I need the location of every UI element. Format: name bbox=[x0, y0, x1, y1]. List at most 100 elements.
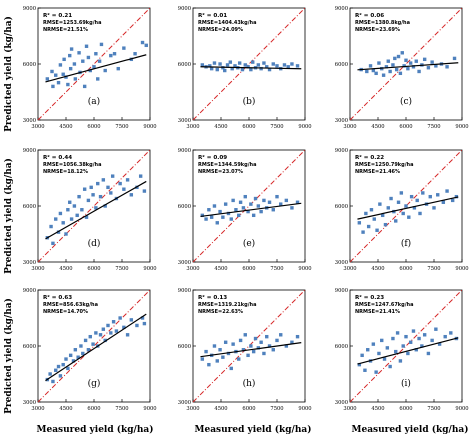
data-point bbox=[106, 185, 110, 190]
data-point bbox=[267, 344, 272, 348]
data-point bbox=[225, 63, 230, 67]
data-point bbox=[218, 348, 222, 352]
data-point bbox=[223, 340, 228, 344]
data-point bbox=[238, 338, 243, 343]
data-point bbox=[58, 63, 63, 67]
x-tick-label: 6000 bbox=[399, 266, 412, 272]
panel-label: (a) bbox=[88, 96, 100, 107]
x-tick-label: 9000 bbox=[143, 124, 156, 130]
data-point bbox=[86, 55, 91, 60]
data-point bbox=[228, 60, 233, 64]
data-point bbox=[56, 364, 61, 369]
data-point bbox=[88, 68, 92, 73]
data-point bbox=[378, 202, 382, 206]
data-point bbox=[218, 62, 222, 66]
y-tick-label: 3000 bbox=[178, 400, 191, 406]
regression-line bbox=[200, 66, 302, 70]
data-point bbox=[68, 66, 73, 71]
data-point bbox=[275, 194, 279, 199]
y-tick-label: 3000 bbox=[23, 260, 36, 266]
x-tick-label: 3000 bbox=[186, 124, 199, 130]
data-point bbox=[243, 333, 247, 337]
panel-label: (d) bbox=[88, 238, 101, 249]
y-axis-label-row-2: Predicted yield (kg/ha) bbox=[4, 158, 15, 274]
one-to-one-line bbox=[192, 7, 306, 121]
panel-label: (b) bbox=[243, 96, 256, 107]
data-point bbox=[142, 189, 147, 193]
x-tick-label: 9000 bbox=[455, 266, 468, 272]
y-tick-label: 3000 bbox=[178, 118, 191, 124]
x-axis-label-col-3: Measured yield (kg/ha) bbox=[351, 425, 469, 435]
data-point bbox=[418, 211, 422, 216]
data-point bbox=[251, 349, 256, 354]
data-point bbox=[384, 65, 389, 69]
x-tick-label: 4500 bbox=[214, 124, 227, 130]
y-tick-label: 3000 bbox=[23, 400, 36, 406]
rmse-label: RMSE=856.63kg/ha bbox=[43, 302, 98, 308]
data-point bbox=[365, 69, 369, 74]
data-point bbox=[267, 67, 272, 72]
data-point bbox=[449, 331, 453, 335]
data-point bbox=[88, 334, 92, 339]
nrmse-label: NRMSE=21.41% bbox=[355, 309, 400, 315]
data-point bbox=[360, 353, 364, 358]
data-point bbox=[54, 217, 58, 221]
data-point bbox=[385, 346, 390, 350]
data-point bbox=[279, 333, 283, 337]
x-tick-label: 6000 bbox=[242, 266, 255, 272]
data-point bbox=[445, 65, 449, 69]
data-point bbox=[76, 355, 80, 359]
data-point bbox=[450, 198, 455, 203]
data-point bbox=[417, 336, 421, 341]
y-tick-label: 3000 bbox=[335, 400, 348, 406]
scatter-panel: 3000 4500 6000 7500 9000 3000 6000 9000 R² = 0.2… bbox=[335, 148, 469, 272]
data-point bbox=[54, 73, 58, 77]
r-squared-label: R² = 0.13 bbox=[198, 294, 227, 301]
data-point bbox=[249, 344, 253, 348]
scatter-panel: 3000 4500 6000 7500 9000 3000 6000 9000 R² = 0.6… bbox=[23, 288, 157, 412]
data-point bbox=[62, 57, 66, 62]
data-point bbox=[357, 362, 362, 367]
data-point bbox=[79, 344, 83, 348]
data-point bbox=[96, 181, 100, 186]
data-point bbox=[68, 353, 73, 358]
data-point bbox=[233, 64, 237, 68]
data-point bbox=[404, 334, 408, 339]
data-point bbox=[49, 224, 53, 229]
rmse-label: RMSE=1056.38kg/ha bbox=[43, 162, 101, 168]
data-point bbox=[240, 67, 245, 72]
x-tick-label: 3000 bbox=[186, 406, 199, 412]
y-tick-label: 6000 bbox=[178, 204, 191, 210]
r-squared-label: R² = 0.09 bbox=[198, 154, 227, 161]
r-squared-label: R² = 0.22 bbox=[355, 154, 384, 161]
y-tick-label: 9000 bbox=[178, 288, 191, 294]
data-point bbox=[357, 221, 362, 225]
data-point bbox=[68, 53, 72, 58]
data-point bbox=[237, 213, 241, 218]
data-point bbox=[452, 56, 457, 61]
data-point bbox=[417, 69, 421, 74]
data-point bbox=[400, 51, 404, 55]
data-point bbox=[218, 209, 222, 214]
y-tick-label: 9000 bbox=[178, 148, 191, 154]
data-point bbox=[411, 65, 416, 69]
data-point bbox=[209, 215, 214, 219]
data-point bbox=[109, 331, 113, 335]
data-point bbox=[215, 359, 219, 363]
data-point bbox=[231, 198, 235, 203]
data-point bbox=[404, 204, 408, 208]
data-point bbox=[426, 351, 431, 356]
rmse-label: RMSE=1253.69kg/ha bbox=[43, 20, 101, 26]
rmse-label: RMSE=1250.79kg/ha bbox=[355, 162, 413, 168]
data-point bbox=[246, 209, 250, 214]
data-point bbox=[286, 65, 290, 69]
data-point bbox=[112, 52, 117, 56]
scatter-panel: 3000 4500 6000 7500 9000 3000 6000 9000 R² = 0.0… bbox=[178, 6, 312, 130]
x-tick-label: 6000 bbox=[87, 124, 100, 130]
data-point bbox=[230, 66, 234, 71]
data-point bbox=[401, 211, 405, 216]
data-point bbox=[110, 174, 115, 178]
data-point bbox=[61, 221, 65, 225]
data-point bbox=[372, 217, 376, 221]
x-tick-label: 7500 bbox=[270, 406, 283, 412]
